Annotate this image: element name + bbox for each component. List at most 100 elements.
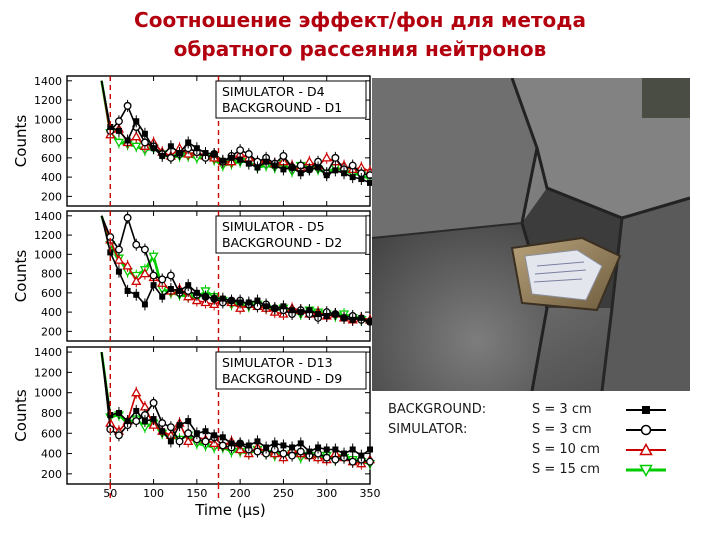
- data-point: [133, 118, 140, 125]
- panel-label-background: BACKGROUND - D2: [222, 235, 342, 250]
- y-tick-label: 200: [41, 190, 62, 203]
- panel-label-simulator: SIMULATOR - D5: [222, 219, 325, 234]
- y-tick-label: 600: [41, 427, 62, 440]
- y-axis-label: Counts: [12, 115, 30, 168]
- data-point: [348, 457, 357, 466]
- data-point: [228, 154, 235, 161]
- data-point: [176, 150, 183, 157]
- data-point: [131, 131, 142, 141]
- y-tick-label: 400: [41, 306, 62, 319]
- legend-row: SIMULATOR: S = 3 cm: [388, 420, 688, 440]
- data-point: [193, 145, 200, 152]
- data-point: [114, 431, 123, 440]
- data-point: [321, 152, 332, 162]
- data-point: [332, 167, 339, 174]
- data-point: [297, 309, 304, 316]
- data-point: [280, 442, 287, 449]
- panel-label-simulator: SIMULATOR - D4: [222, 84, 325, 99]
- legend-group-label: BACKGROUND:: [388, 402, 487, 417]
- data-point: [237, 156, 244, 163]
- data-point: [124, 418, 131, 425]
- y-tick-label: 1400: [34, 210, 62, 223]
- data-point: [107, 124, 114, 131]
- data-point: [245, 160, 252, 167]
- panel-label-box: [215, 215, 367, 254]
- y-tick-label: 800: [41, 407, 62, 420]
- data-point: [366, 457, 374, 466]
- data-point: [244, 150, 253, 158]
- data-point: [237, 299, 244, 306]
- data-point: [332, 446, 339, 453]
- data-point: [114, 245, 123, 254]
- data-point: [132, 417, 141, 426]
- data-point: [228, 297, 235, 304]
- data-point: [271, 162, 278, 169]
- data-point: [306, 448, 313, 455]
- legend: BACKGROUND: S = 3 cm SIMULATOR: S = 3 cm…: [388, 400, 688, 480]
- data-point: [323, 172, 330, 179]
- data-point: [323, 312, 330, 319]
- y-tick-label: 1000: [34, 387, 62, 400]
- data-point: [367, 446, 373, 453]
- data-point: [254, 297, 261, 304]
- legend-swatch-square-filled: [626, 406, 666, 414]
- data-point: [315, 311, 322, 318]
- data-point: [132, 240, 141, 249]
- data-point: [176, 422, 183, 429]
- legend-entry-label: S = 10 cm: [532, 442, 600, 457]
- data-point: [219, 295, 226, 302]
- data-point: [211, 432, 218, 439]
- data-point: [149, 398, 158, 407]
- data-point: [297, 440, 304, 447]
- data-point: [348, 161, 357, 170]
- data-point: [280, 303, 287, 310]
- data-point: [123, 213, 132, 222]
- panel-label-background: BACKGROUND - D1: [222, 100, 342, 115]
- data-point: [159, 428, 166, 435]
- data-point: [150, 145, 157, 152]
- data-point: [150, 416, 157, 423]
- x-axis-label: Time (µs): [194, 501, 266, 519]
- data-point: [367, 179, 373, 186]
- photo-illustration: [372, 78, 690, 391]
- x-tick-label: 150: [186, 487, 207, 500]
- data-point: [150, 282, 157, 289]
- legend-swatch-circle-open: [626, 424, 666, 436]
- y-tick-label: 1200: [34, 366, 62, 379]
- data-point: [133, 407, 140, 414]
- y-tick-label: 800: [41, 133, 62, 146]
- data-point: [193, 289, 200, 296]
- panel-label-box: [215, 351, 367, 390]
- data-point: [237, 440, 244, 447]
- panel-label-simulator: SIMULATOR - D13: [222, 355, 333, 370]
- data-point: [107, 249, 114, 256]
- legend-entry-label: S = 3 cm: [532, 402, 592, 417]
- data-point: [141, 418, 148, 425]
- data-point: [141, 301, 148, 308]
- x-tick-label: 250: [273, 487, 294, 500]
- data-point: [289, 164, 296, 171]
- data-point: [341, 450, 348, 457]
- legend-row: S = 15 cm: [388, 460, 688, 480]
- data-point: [113, 138, 125, 148]
- y-tick-label: 600: [41, 287, 62, 300]
- x-tick-label: 350: [360, 487, 381, 500]
- y-tick-label: 800: [41, 268, 62, 281]
- data-point: [175, 437, 184, 446]
- y-tick-label: 1200: [34, 94, 62, 107]
- data-point: [367, 318, 373, 325]
- data-point: [167, 438, 174, 445]
- data-point: [167, 286, 174, 292]
- data-point: [183, 436, 194, 446]
- data-point: [115, 268, 122, 275]
- data-point: [202, 428, 209, 435]
- y-axis-label: Counts: [12, 389, 30, 442]
- data-point: [202, 293, 209, 300]
- legend-group-label: SIMULATOR:: [388, 422, 468, 437]
- data-point: [315, 164, 322, 171]
- data-point: [167, 143, 174, 150]
- data-point: [341, 314, 348, 321]
- data-point: [254, 438, 261, 445]
- page-title-line-2: обратного рассеяния нейтронов: [173, 37, 547, 61]
